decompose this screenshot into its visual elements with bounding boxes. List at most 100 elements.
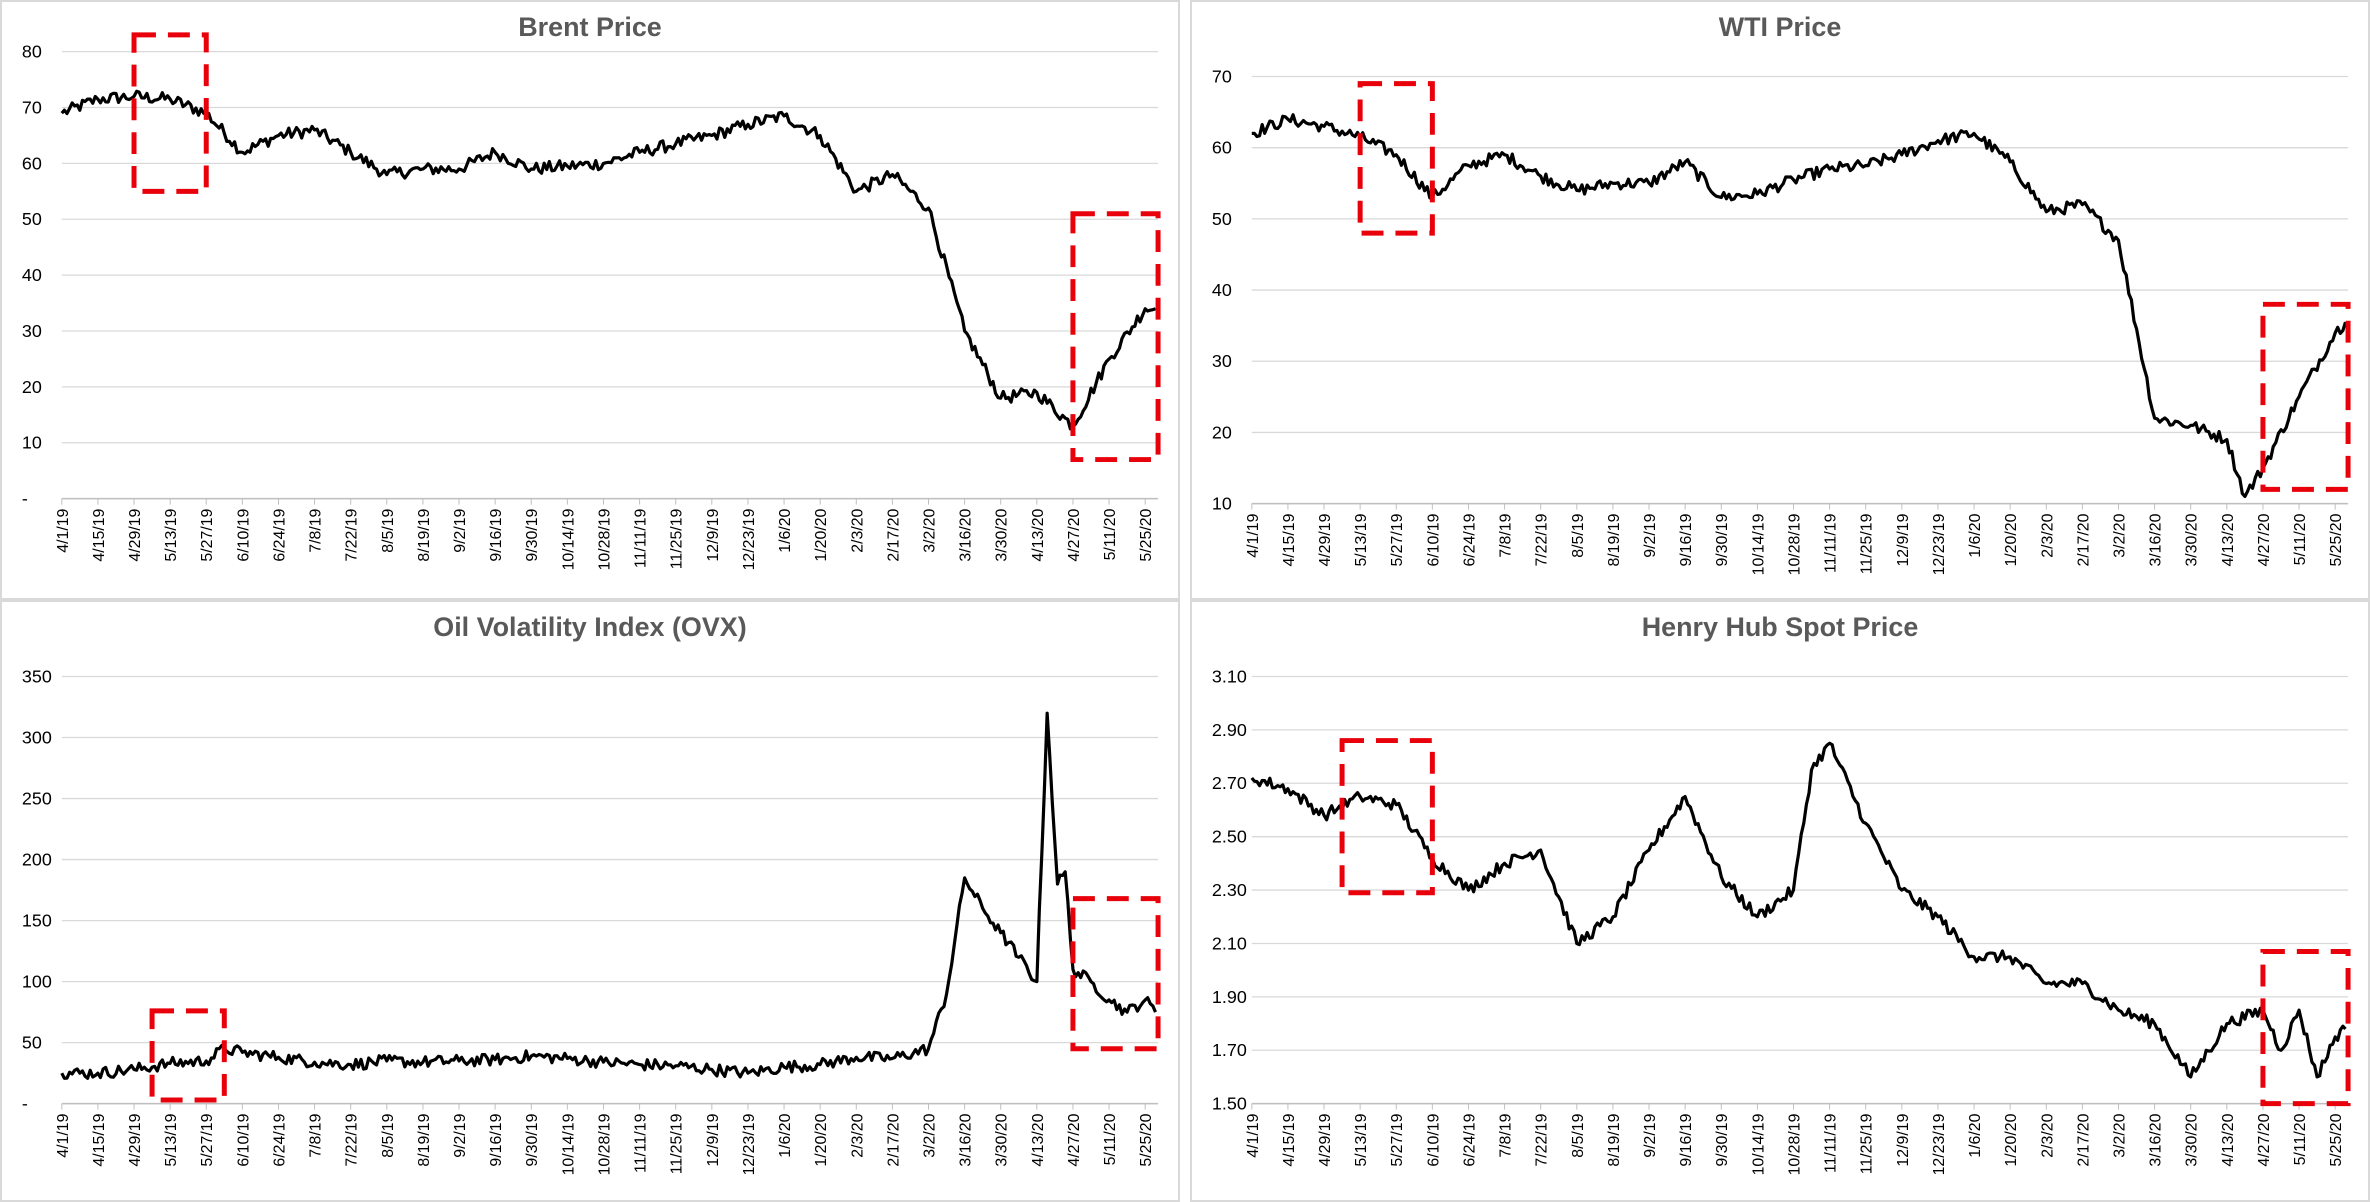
x-tick-label: 7/22/19 <box>344 508 361 561</box>
x-tick-label: 6/10/19 <box>1425 513 1442 566</box>
y-tick-label: 60 <box>1212 138 1232 158</box>
chart-title: WTI Price <box>1719 12 1842 42</box>
y-tick-label: 300 <box>22 728 52 748</box>
y-tick-label: 70 <box>22 98 42 118</box>
x-tick-label: 4/13/20 <box>1030 508 1047 561</box>
x-tick-label: 8/5/19 <box>380 508 397 552</box>
x-tick-label: 10/28/19 <box>1786 1113 1803 1175</box>
x-tick-label: 4/13/20 <box>1030 1113 1047 1166</box>
x-tick-label: 4/29/19 <box>127 1113 144 1166</box>
x-tick-label: 4/29/19 <box>1317 513 1334 566</box>
x-tick-label: 10/14/19 <box>1750 1113 1767 1175</box>
x-tick-label: 12/23/19 <box>741 508 758 570</box>
x-tick-label: 5/11/20 <box>1102 508 1119 560</box>
y-tick-label: 30 <box>1212 351 1232 371</box>
x-tick-label: 2/3/20 <box>849 508 866 552</box>
x-tick-label: 4/13/20 <box>2220 1113 2237 1166</box>
y-tick-label: 50 <box>22 1033 42 1053</box>
x-tick-label: 11/25/19 <box>1859 1113 1876 1174</box>
x-tick-label: 12/9/19 <box>1895 1113 1912 1166</box>
x-tick-label: 7/22/19 <box>344 1113 361 1166</box>
x-tick-label: 3/30/20 <box>2184 513 2201 566</box>
x-tick-label: 6/24/19 <box>271 1113 288 1166</box>
chart-svg: Brent Price - 10 20 30 40 50 60 70 80 4/1/19 4/15/1… <box>22 12 1161 570</box>
x-tick-label: 3/2/20 <box>2111 513 2128 557</box>
x-tick-label: 5/13/19 <box>1353 513 1370 566</box>
x-tick-label: 2/3/20 <box>2039 513 2056 557</box>
x-tick-label: 7/8/19 <box>1498 1113 1515 1157</box>
x-tick-label: 3/30/20 <box>994 1113 1011 1166</box>
x-tick-label: 1/6/20 <box>1967 1113 1984 1157</box>
x-tick-label: 11/11/19 <box>633 508 650 568</box>
x-tick-label: 9/30/19 <box>524 1113 541 1166</box>
x-tick-label: 9/16/19 <box>488 508 505 561</box>
x-tick-label: 3/16/20 <box>958 508 975 561</box>
x-tick-label: 12/9/19 <box>705 1113 722 1166</box>
x-tick-label: 1/20/20 <box>2003 1113 2020 1166</box>
x-tick-label: 9/30/19 <box>1714 513 1731 566</box>
y-tick-label: 1.50 <box>1212 1094 1247 1114</box>
y-tick-label: 1.70 <box>1212 1040 1247 1060</box>
x-tick-label: 4/29/19 <box>127 508 144 561</box>
x-tick-label: 11/11/19 <box>633 1113 650 1173</box>
highlight-box <box>2260 948 2351 1107</box>
x-tick-label: 5/25/20 <box>1138 508 1155 561</box>
x-tick-label: 7/8/19 <box>1498 513 1515 557</box>
x-tick-label: 11/25/19 <box>669 508 686 569</box>
highlight-box <box>1070 896 1161 1052</box>
x-tick-label: 4/15/19 <box>91 508 108 561</box>
x-tick-label: 1/6/20 <box>1967 513 1984 557</box>
y-tick-label: 40 <box>1212 280 1232 300</box>
x-tick-label: 10/14/19 <box>1750 513 1767 575</box>
x-tick-label: 8/19/19 <box>1606 513 1623 566</box>
x-tick-label: 4/27/20 <box>1066 508 1083 561</box>
x-tick-label: 3/2/20 <box>921 508 938 552</box>
x-tick-label: 1/20/20 <box>813 508 830 561</box>
x-tick-label: 3/2/20 <box>2111 1113 2128 1157</box>
y-tick-label: 20 <box>1212 422 1232 442</box>
x-tick-label: 11/25/19 <box>669 1113 686 1174</box>
x-tick-label: 3/16/20 <box>2148 513 2165 566</box>
x-tick-label: 7/22/19 <box>1534 513 1551 566</box>
x-tick-label: 3/30/20 <box>994 508 1011 561</box>
y-tick-label: 10 <box>22 433 42 453</box>
x-tick-label: 6/24/19 <box>271 508 288 561</box>
x-tick-label: 11/25/19 <box>1859 513 1876 574</box>
x-tick-label: 8/19/19 <box>416 508 433 561</box>
x-tick-label: 3/16/20 <box>2148 1113 2165 1166</box>
x-tick-label: 4/13/20 <box>2220 513 2237 566</box>
x-tick-label: 8/5/19 <box>1570 1113 1587 1157</box>
y-tick-label: 2.50 <box>1212 827 1247 847</box>
y-tick-label: 80 <box>22 42 42 62</box>
chart-svg: Oil Volatility Index (OVX) - 50 100 150 200 25… <box>22 612 1161 1175</box>
x-tick-label: 4/15/19 <box>1281 1113 1298 1166</box>
x-tick-label: 5/13/19 <box>163 508 180 561</box>
y-tick-label: 2.70 <box>1212 773 1247 793</box>
x-tick-label: 9/2/19 <box>1642 513 1659 557</box>
x-tick-label: 4/15/19 <box>91 1113 108 1166</box>
x-tick-label: 5/25/20 <box>2328 1113 2345 1166</box>
y-tick-label: 250 <box>22 789 52 809</box>
y-tick-label: 3.10 <box>1212 666 1247 686</box>
y-tick-label: 40 <box>22 265 42 285</box>
x-tick-label: 8/5/19 <box>1570 513 1587 557</box>
y-tick-label: 150 <box>22 911 52 931</box>
x-tick-label: 9/16/19 <box>1678 513 1695 566</box>
x-tick-label: 9/2/19 <box>452 508 469 552</box>
x-tick-label: 6/24/19 <box>1461 1113 1478 1166</box>
y-tick-label: 50 <box>22 209 42 229</box>
x-tick-label: 9/16/19 <box>1678 1113 1695 1166</box>
x-tick-label: 1/20/20 <box>813 1113 830 1166</box>
y-tick-label: - <box>22 1094 28 1114</box>
x-tick-label: 9/30/19 <box>1714 1113 1731 1166</box>
x-tick-label: 10/28/19 <box>596 1113 613 1175</box>
x-tick-label: 4/1/19 <box>1245 513 1262 557</box>
x-tick-label: 2/17/20 <box>885 1113 902 1166</box>
henry-hub-spot-price-chart: Henry Hub Spot Price 1.50 1.70 1.90 2.10 2.30… <box>1190 600 2370 1202</box>
x-tick-label: 4/15/19 <box>1281 513 1298 566</box>
x-tick-label: 12/23/19 <box>1931 1113 1948 1175</box>
x-tick-label: 2/3/20 <box>849 1113 866 1157</box>
x-tick-label: 12/23/19 <box>1931 513 1948 575</box>
y-tick-label: 10 <box>1212 494 1232 514</box>
x-tick-label: 10/28/19 <box>596 508 613 570</box>
